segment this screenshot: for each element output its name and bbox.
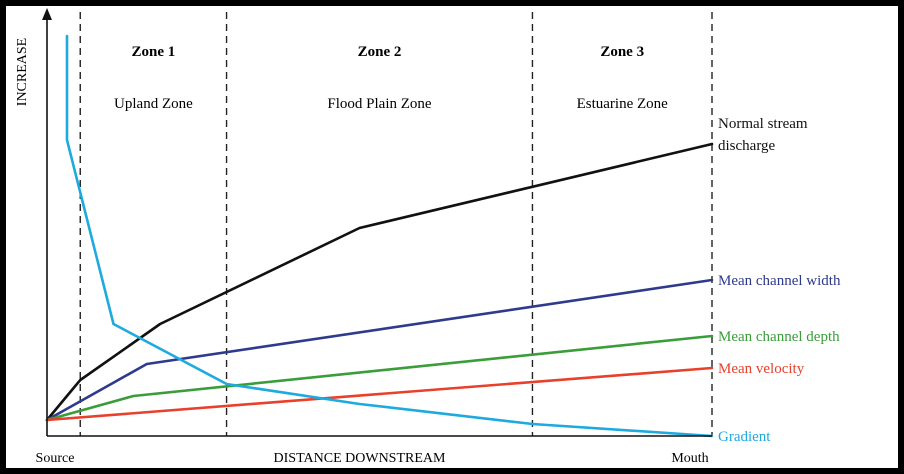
y-axis-arrow xyxy=(42,8,52,20)
series-line-mean-channel-width xyxy=(45,278,714,422)
x-tick-label-source: Source xyxy=(36,451,75,466)
axes xyxy=(42,8,712,437)
series-line-gradient xyxy=(65,34,714,438)
zone-3-subtitle: Estuarine Zone xyxy=(577,96,669,112)
series-label-gradient: Gradient xyxy=(718,429,771,445)
series-label-normal-stream-discharge-line-1: Normal stream xyxy=(718,116,808,132)
zone-dividers xyxy=(79,12,713,436)
y-axis-label: INCREASE xyxy=(15,38,30,106)
series-label-mean-velocity: Mean velocity xyxy=(718,361,805,377)
zone-2-title: Zone 2 xyxy=(358,44,402,60)
zone-3-title: Zone 3 xyxy=(600,44,644,60)
zone-1-subtitle: Upland Zone xyxy=(114,96,193,112)
chart-background xyxy=(6,6,898,468)
x-axis-label: DISTANCE DOWNSTREAM xyxy=(274,451,446,466)
zone-1-title: Zone 1 xyxy=(132,44,176,60)
series-line-mean-velocity xyxy=(45,366,714,422)
x-tick-label-mouth: Mouth xyxy=(671,451,708,466)
series-line-mean-channel-depth xyxy=(45,334,714,422)
series-label-mean-channel-width: Mean channel width xyxy=(718,273,841,289)
zone-2-subtitle: Flood Plain Zone xyxy=(327,96,432,112)
series-label-mean-channel-depth: Mean channel depth xyxy=(718,329,840,345)
series-label-normal-stream-discharge-line-2: discharge xyxy=(718,138,776,154)
chart-labels: Zone 1 Upland Zone Zone 2 Flood Plain Zone Z… xyxy=(15,38,841,466)
series-lines xyxy=(45,34,714,438)
series-line-normal-stream-discharge xyxy=(45,142,714,422)
